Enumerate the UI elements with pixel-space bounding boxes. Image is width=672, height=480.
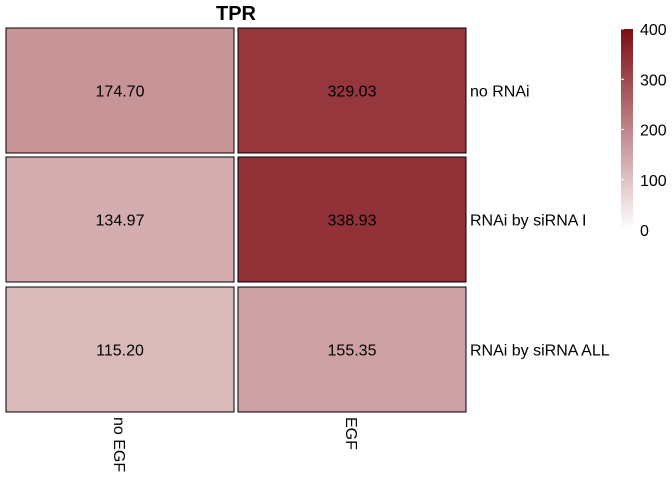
legend-ticks: 0 100 200 300 400	[621, 22, 667, 240]
legend-tick-label: 300	[640, 72, 667, 89]
heatmap-cell	[237, 156, 467, 283]
cell-value-label: 115.20	[96, 343, 144, 360]
legend-tick-label: 100	[640, 173, 667, 190]
row-labels: no RNAi RNAi by siRNA I RNAi by siRNA ALL	[470, 84, 610, 360]
row-label: no RNAi	[470, 84, 530, 101]
column-labels: no EGF EGF	[110, 417, 359, 472]
cell-value-label: 329.03	[328, 84, 377, 101]
heatmap-cells: 174.70 329.03 134.97 338.93 115.20 155.35	[5, 27, 467, 413]
cell-value-label: 155.35	[328, 343, 377, 360]
legend-tick-label: 400	[640, 22, 667, 39]
row-label: RNAi by siRNA I	[470, 213, 586, 230]
heatmap-cell	[5, 27, 235, 154]
column-label: no EGF	[110, 417, 127, 472]
column-label: EGF	[342, 417, 359, 450]
legend-tick-label: 0	[640, 223, 649, 240]
legend-tick-label: 200	[640, 123, 667, 140]
heatmap-cell	[5, 286, 235, 413]
cell-value-label: 174.70	[96, 84, 145, 101]
heatmap-cell	[237, 27, 467, 154]
chart-title: TPR	[216, 3, 257, 25]
row-label: RNAi by siRNA ALL	[470, 343, 610, 360]
heatmap-cell	[237, 286, 467, 413]
cell-value-label: 134.97	[96, 213, 145, 230]
heatmap-cell	[5, 156, 235, 283]
cell-value-label: 338.93	[328, 213, 377, 230]
color-legend: 0 100 200 300 400	[621, 22, 667, 240]
